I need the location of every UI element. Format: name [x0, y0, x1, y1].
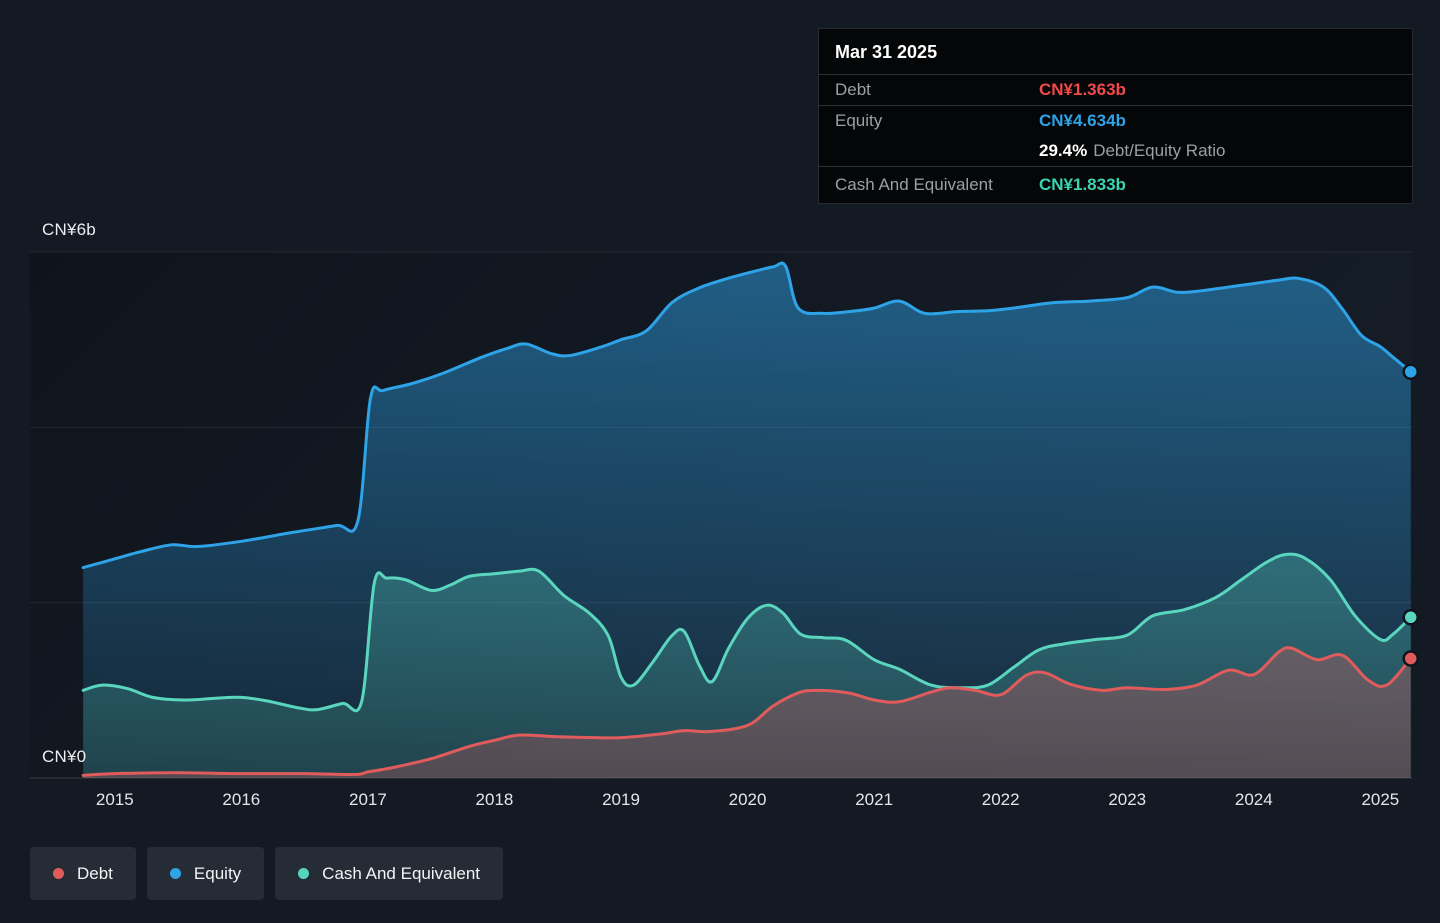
legend: Debt Equity Cash And Equivalent [30, 847, 514, 900]
tooltip-row-ratio: 29.4% Debt/Equity Ratio [819, 136, 1412, 167]
x-tick-label: 2020 [728, 790, 767, 809]
y-axis-label-zero: CN¥0 [42, 747, 87, 766]
tooltip-ratio-value: 29.4% [1039, 141, 1088, 160]
x-tick-label: 2021 [855, 790, 894, 809]
equity-legend-dot-icon [169, 868, 181, 879]
tooltip-ratio: 29.4% Debt/Equity Ratio [1039, 141, 1226, 161]
cash-legend-dot-icon [298, 868, 310, 879]
x-axis: 2015 2016 2017 2018 2019 2020 2021 2022 2023 2024… [0, 790, 1440, 814]
tooltip-equity-value: CN¥4.634b [1039, 111, 1126, 130]
cash-and-equivalent-endpoint-marker [1402, 609, 1419, 626]
legend-label-equity: Equity [193, 863, 242, 883]
tooltip-debt-value: CN¥1.363b [1039, 80, 1126, 99]
tooltip-row-cash: Cash And Equivalent CN¥1.833b [819, 167, 1412, 203]
chart-tooltip: Mar 31 2025 Debt CN¥1.363b Equity CN¥4.6… [818, 28, 1413, 204]
x-tick-label: 2016 [222, 790, 261, 809]
tooltip-row-equity: Equity CN¥4.634b [819, 106, 1412, 136]
equity-endpoint-marker [1402, 363, 1419, 380]
tooltip-ratio-label: Debt/Equity Ratio [1093, 141, 1226, 160]
x-tick-label: 2018 [475, 790, 514, 809]
tooltip-cash-label: Cash And Equivalent [835, 175, 993, 194]
legend-label-cash: Cash And Equivalent [322, 863, 481, 883]
tooltip-debt-label: Debt [835, 80, 871, 99]
tooltip-equity-label: Equity [835, 111, 883, 130]
y-axis-label-max: CN¥6b [42, 220, 96, 239]
tooltip-cash-value: CN¥1.833b [1039, 175, 1126, 194]
x-tick-label: 2017 [348, 790, 387, 809]
tooltip-date: Mar 31 2025 [819, 29, 1412, 75]
x-tick-label: 2015 [95, 790, 134, 809]
tooltip-row-debt: Debt CN¥1.363b [819, 75, 1412, 106]
x-tick-label: 2019 [602, 790, 640, 809]
legend-item-cash[interactable]: Cash And Equivalent [275, 847, 504, 900]
x-tick-label: 2025 [1361, 790, 1400, 809]
legend-label-debt: Debt [77, 863, 113, 883]
debt-endpoint-marker [1402, 650, 1419, 667]
x-tick-label: 2022 [981, 790, 1020, 809]
legend-item-debt[interactable]: Debt [30, 847, 136, 900]
x-tick-label: 2024 [1234, 790, 1273, 809]
x-tick-label: 2023 [1108, 790, 1147, 809]
legend-item-equity[interactable]: Equity [146, 847, 265, 900]
debt-legend-dot-icon [53, 868, 64, 879]
